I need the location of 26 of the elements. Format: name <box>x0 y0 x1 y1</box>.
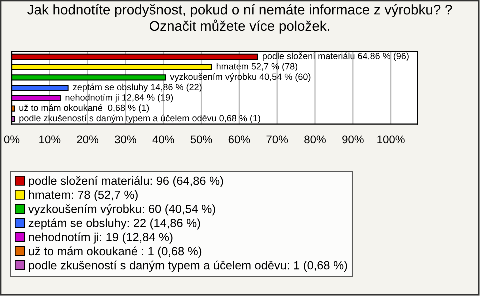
data-label: hmatem 52,7 % (78) <box>216 63 298 72</box>
x-tick-label: 10% <box>40 136 61 144</box>
legend-label: hmatem: 78 (52,7 %) <box>29 190 138 202</box>
legend-label: podle zkušeností s daným typem a účelem oděvu: 1 (0,68 %) <box>29 260 348 272</box>
legend-label: podle složení materiálu: 96 (64,86 %) <box>29 176 224 188</box>
legend-label: nehodnotím ji: 19 (12,84 %) <box>29 232 173 244</box>
legend-label: už to mám okoukané : 1 (0,68 %) <box>29 246 202 258</box>
data-label: podle zkušeností s daným typem a účelem oděvu 0,68 % (1) <box>20 114 260 124</box>
data-label: vyzkoušením výrobku 40,54 % (60) <box>170 73 311 82</box>
data-label: zeptám se obsluhy 14,86 % (22) <box>73 84 202 92</box>
x-tick-label: 80% <box>304 136 326 144</box>
x-tick-label: 50% <box>190 136 212 144</box>
x-tick-label: 40% <box>152 136 174 144</box>
x-tick-label: 70% <box>266 136 288 144</box>
chart-title: Jak hodnotíte prodyšnost, pokud o ní nemáte informace z výrobku? ? Označit můžete více položek. <box>28 4 452 34</box>
x-tick-label: 0% <box>4 136 20 144</box>
legend-label: zeptám se obsluhy: 22 (14,86 %) <box>28 218 200 230</box>
legend-label: vyzkoušením výrobku: 60 (40,54 %) <box>28 204 216 216</box>
x-tick-label: 20% <box>77 136 99 144</box>
data-label: podle složení materiálu 64,86 % (96) <box>262 52 409 62</box>
data-label: už to mám okoukané 0,68 % (1) <box>20 104 150 114</box>
x-tick-label: 90% <box>342 136 364 144</box>
data-label: nehodnotím ji 12,84 % (19) <box>66 94 174 103</box>
x-tick-label: 30% <box>115 136 136 144</box>
x-tick-label: 100% <box>378 136 405 144</box>
x-tick-label: 60% <box>228 136 250 144</box>
